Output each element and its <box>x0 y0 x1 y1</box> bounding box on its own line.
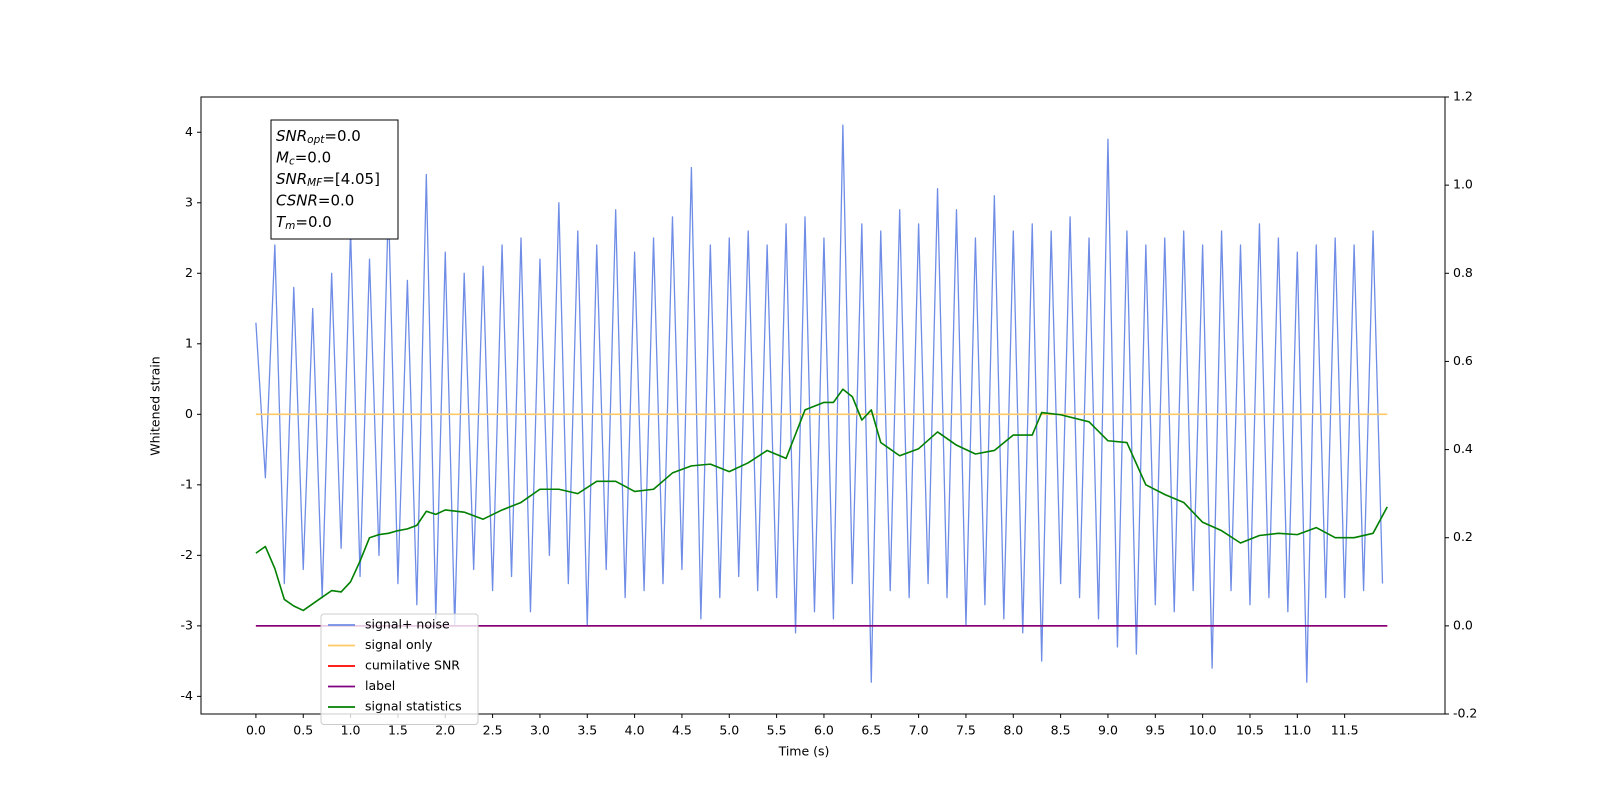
y2-tick-label: 0.0 <box>1453 617 1473 632</box>
y-tick-label: 2 <box>185 265 193 280</box>
x-tick-label: 11.5 <box>1331 723 1359 738</box>
y2-tick-label: 0.2 <box>1453 529 1473 544</box>
legend-box <box>320 613 479 725</box>
y-tick-label: -4 <box>181 688 194 703</box>
y-tick-label: 3 <box>185 194 193 209</box>
legend-label: signal only <box>365 637 433 652</box>
x-tick-label: 2.5 <box>483 723 503 738</box>
x-tick-label: 3.5 <box>577 723 597 738</box>
legend-label: cumilative SNR <box>365 658 460 673</box>
x-tick-label: 10.5 <box>1236 723 1264 738</box>
x-tick-label: 7.0 <box>909 723 929 738</box>
x-tick-label: 7.5 <box>956 723 976 738</box>
annotation-text: =0.0 <box>295 148 331 166</box>
annotation-text: =0.0 <box>318 191 354 209</box>
x-tick-label: 6.0 <box>814 723 834 738</box>
series-line <box>255 124 1384 683</box>
annotation-line: SNRMF=[4.05] <box>276 170 380 190</box>
x-tick-label: 9.5 <box>1145 723 1165 738</box>
y2-tick-label: 0.8 <box>1453 265 1473 280</box>
y-tick-label: -1 <box>181 476 193 491</box>
y-tick-label: 0 <box>185 406 193 421</box>
y-tick-label: -2 <box>181 547 193 562</box>
series-line <box>255 388 1388 612</box>
x-tick-label: 10.0 <box>1189 723 1217 738</box>
x-tick-label: 0.5 <box>293 723 313 738</box>
x-tick-label: 3.0 <box>530 723 550 738</box>
legend-label: label <box>365 678 395 693</box>
y2-tick-label: 0.4 <box>1453 441 1473 456</box>
x-tick-label: 1.5 <box>388 723 408 738</box>
annotation-sub: opt <box>307 134 325 146</box>
legend-label: signal+ noise <box>365 617 450 632</box>
y2-tick-label: 1.2 <box>1453 89 1473 104</box>
y-axis-label: Whitened strain <box>148 356 163 455</box>
legend-label: signal statistics <box>365 699 462 714</box>
x-tick-label: 8.0 <box>1003 723 1023 738</box>
x-tick-label: 6.5 <box>861 723 881 738</box>
x-tick-label: 2.0 <box>435 723 455 738</box>
x-tick-label: 8.5 <box>1051 723 1071 738</box>
annotation-line: CSNR=0.0 <box>276 191 354 209</box>
annotation-var: SNR <box>276 127 307 145</box>
y-tick-label: -3 <box>181 617 193 632</box>
x-tick-label: 5.0 <box>719 723 739 738</box>
x-tick-label: 0.0 <box>246 723 266 738</box>
x-tick-label: 5.5 <box>767 723 787 738</box>
y2-tick-label: 0.6 <box>1453 353 1473 368</box>
annotation-sub: c <box>289 156 295 168</box>
annotation-sub: MF <box>307 177 323 189</box>
annotation-text: =0.0 <box>324 127 360 145</box>
x-axis-label: Time (s) <box>778 744 830 759</box>
annotation-text: =0.0 <box>295 213 331 231</box>
annotation-text: =[4.05] <box>322 170 380 188</box>
annotation-line: Tm=0.0 <box>276 213 332 233</box>
annotation-line: SNRopt=0.0 <box>276 127 361 147</box>
x-tick-label: 1.0 <box>341 723 361 738</box>
x-tick-label: 4.0 <box>625 723 645 738</box>
axes-frame <box>200 96 1446 715</box>
y-tick-label: 1 <box>185 335 193 350</box>
x-tick-label: 11.0 <box>1283 723 1311 738</box>
x-tick-label: 9.0 <box>1098 723 1118 738</box>
annotation-var: M <box>276 148 289 166</box>
annotation-var: T <box>276 213 287 231</box>
annotation-sub: m <box>285 220 295 232</box>
y2-tick-label: 1.0 <box>1453 177 1473 192</box>
x-tick-label: 4.5 <box>672 723 692 738</box>
annotation-var: SNR <box>276 170 307 188</box>
y2-tick-label: -0.2 <box>1453 706 1477 721</box>
annotation-box <box>270 119 399 240</box>
annotation-line: Mc=0.0 <box>276 148 331 168</box>
y-tick-label: 4 <box>185 124 193 139</box>
annotation-var: CSNR <box>276 191 318 209</box>
